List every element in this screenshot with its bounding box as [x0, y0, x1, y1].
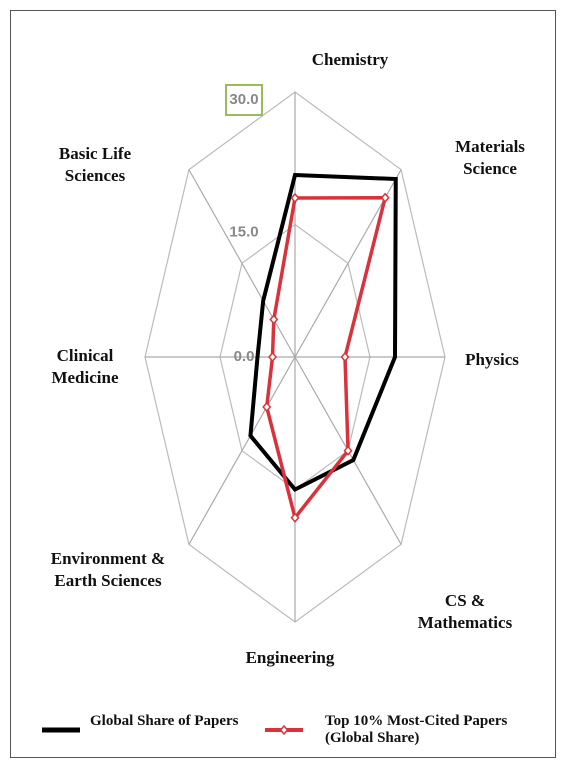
category-label: Chemistry: [311, 50, 389, 69]
series-line: [248, 172, 398, 493]
category-label: Environment & Earth Sciences: [50, 549, 166, 590]
category-label: Engineering: [245, 648, 335, 667]
legend-label: Top 10% Most-Cited Papers (Global Share): [325, 713, 508, 746]
data-point: [340, 351, 350, 363]
data-point: [262, 401, 272, 413]
data-point: [269, 314, 279, 325]
data-point: [268, 351, 277, 363]
tick-label: 15.0: [229, 223, 258, 240]
category-label: Basic Life Sciences: [58, 144, 132, 185]
data-point: [343, 445, 353, 456]
tick-label-box: [225, 84, 263, 116]
data-point: [290, 512, 300, 523]
category-label: Physics: [465, 350, 519, 369]
legend-label: Global Share of Papers: [90, 713, 239, 729]
category-label: CS & Mathematics: [417, 591, 513, 632]
tick-label: 30.0: [229, 91, 258, 108]
category-label: Clinical Medicine: [51, 346, 119, 387]
legend-marker: [279, 724, 289, 736]
series-line: [264, 195, 388, 522]
axis-spoke: [188, 169, 296, 358]
data-point: [290, 192, 300, 204]
category-label: Materials Science: [455, 137, 525, 178]
frame: [10, 10, 556, 758]
tick-label: 0.0: [234, 348, 255, 365]
axis-spoke: [188, 356, 296, 545]
data-point: [380, 192, 390, 203]
